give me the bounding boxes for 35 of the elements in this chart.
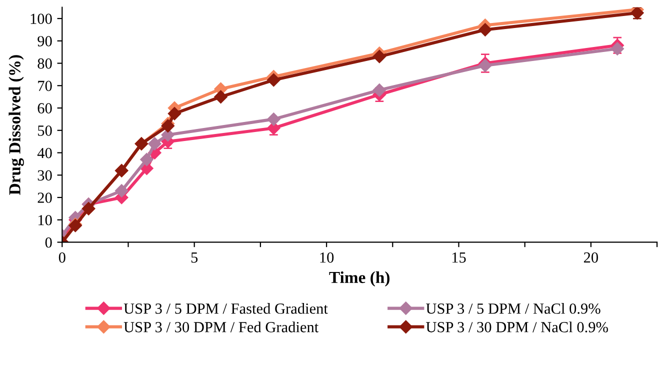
y-tick-label: 60 bbox=[38, 103, 52, 114]
point bbox=[161, 128, 174, 142]
legend-label: USP 3 / 30 DPM / Fed Gradient bbox=[124, 322, 319, 332]
y-tick-label: 80 bbox=[38, 58, 52, 69]
y-tick-label: 40 bbox=[37, 148, 52, 158]
point bbox=[214, 90, 228, 104]
point bbox=[372, 84, 386, 97]
x-axis-title: Time (h) bbox=[329, 271, 390, 286]
point bbox=[267, 112, 280, 126]
x-tick-label: 10 bbox=[320, 252, 334, 263]
point bbox=[115, 184, 128, 198]
legend-label: USP 3 / 5 DPM / Fasted Gradient bbox=[124, 303, 328, 314]
y-tick-label: 30 bbox=[38, 170, 52, 181]
y-tick-label: 10 bbox=[38, 214, 52, 226]
y-tick-label: 90 bbox=[38, 36, 52, 46]
y-tick-label: 100 bbox=[30, 14, 52, 24]
y-axis-title: Drug Dissolved (%) bbox=[8, 55, 24, 195]
x-tick-label: 15 bbox=[452, 252, 466, 263]
point bbox=[140, 152, 154, 166]
x-tick-label: 0 bbox=[58, 252, 66, 263]
y-tick-label: 50 bbox=[38, 126, 52, 136]
point bbox=[168, 107, 182, 120]
y-tick-label: 0 bbox=[45, 237, 52, 248]
point bbox=[267, 73, 280, 87]
point bbox=[372, 50, 386, 64]
y-tick-label: 20 bbox=[38, 192, 52, 203]
point bbox=[478, 23, 492, 36]
point bbox=[610, 42, 624, 56]
point bbox=[148, 137, 162, 150]
point bbox=[478, 58, 492, 72]
legend-label: USP 3 / 5 DPM / NaCl 0.9% bbox=[426, 303, 600, 314]
x-tick-label: 5 bbox=[191, 252, 198, 263]
x-tick-label: 20 bbox=[584, 252, 598, 263]
legend-label: USP 3 / 30 DPM / NaCl 0.9% bbox=[426, 322, 608, 332]
y-tick-label: 70 bbox=[38, 80, 52, 92]
